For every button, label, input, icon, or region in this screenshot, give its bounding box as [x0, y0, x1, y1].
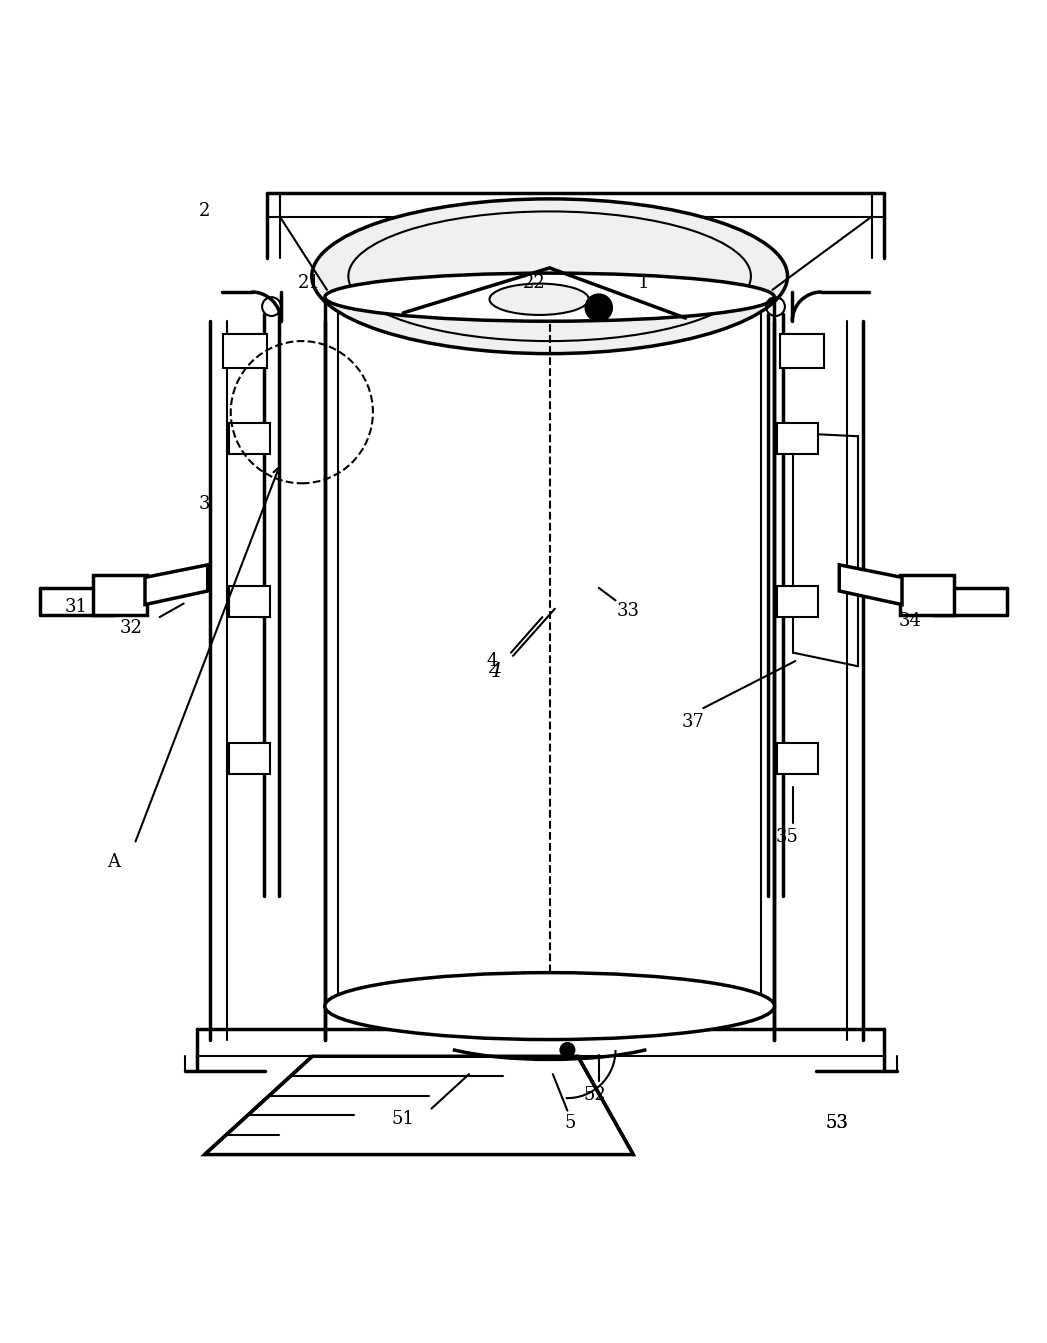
Bar: [93, 575, 147, 615]
Bar: [228, 743, 270, 774]
Text: 4: 4: [487, 653, 497, 670]
Bar: [223, 334, 267, 368]
Bar: [780, 334, 824, 368]
Circle shape: [585, 294, 612, 321]
Bar: [777, 423, 819, 454]
Text: 33: 33: [617, 602, 640, 620]
Text: A: A: [107, 853, 120, 870]
Text: 3: 3: [199, 496, 210, 513]
Text: 21: 21: [297, 274, 320, 291]
Text: 31: 31: [65, 598, 88, 615]
Bar: [228, 586, 270, 618]
Bar: [777, 586, 819, 618]
Ellipse shape: [325, 972, 775, 1039]
Polygon shape: [204, 1057, 633, 1155]
Circle shape: [560, 1042, 575, 1057]
Text: 52: 52: [583, 1086, 606, 1104]
Polygon shape: [144, 565, 207, 604]
Ellipse shape: [325, 273, 775, 321]
Ellipse shape: [490, 283, 588, 316]
Text: 53: 53: [826, 1115, 849, 1132]
Bar: [228, 423, 270, 454]
Text: 32: 32: [120, 619, 142, 637]
Text: 34: 34: [899, 612, 921, 630]
Bar: [777, 743, 819, 774]
Text: 5: 5: [565, 1115, 576, 1132]
Text: 35: 35: [776, 827, 799, 846]
Text: 4: 4: [488, 662, 500, 681]
Text: 2: 2: [199, 203, 210, 220]
FancyArrowPatch shape: [135, 467, 280, 842]
Text: 51: 51: [392, 1111, 415, 1128]
Text: 37: 37: [682, 713, 705, 731]
Polygon shape: [840, 565, 903, 604]
Bar: [900, 575, 954, 615]
Text: 22: 22: [522, 274, 545, 291]
Text: 1: 1: [638, 274, 649, 291]
Ellipse shape: [312, 199, 787, 353]
Text: 53: 53: [826, 1115, 849, 1132]
